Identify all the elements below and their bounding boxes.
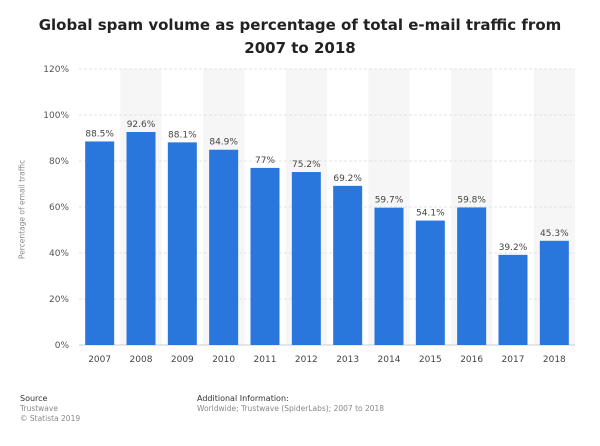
copyright[interactable]: © Statista 2019 [20,414,81,423]
y-tick-label: 100% [43,111,69,121]
chart-title: Global spam volume as percentage of tota… [38,16,562,57]
data-label: 69.2% [333,174,362,184]
bar-2015[interactable] [415,220,445,345]
bar-2009[interactable] [167,142,197,345]
x-tick-label: 2007 [88,355,111,365]
gridlines [79,68,575,346]
y-axis-ticks: 0% 20% 40% 60% 80% 100% 120% [43,65,69,351]
bar-2008[interactable] [126,132,156,345]
bar-2017[interactable] [498,254,528,345]
data-label: 92.6% [127,120,156,130]
data-label: 59.7% [375,196,404,206]
bar-2011[interactable] [250,167,280,345]
data-label: 77% [255,156,275,166]
data-label: 88.1% [168,130,197,140]
data-label: 39.2% [499,243,528,253]
x-tick-label: 2016 [460,355,483,365]
bar-2016[interactable] [457,207,487,345]
x-tick-label: 2014 [378,355,401,365]
x-tick-label: 2010 [212,355,235,365]
x-tick-label: 2017 [502,355,525,365]
bar-2012[interactable] [291,172,321,345]
bar-2007[interactable] [85,141,115,345]
x-tick-label: 2013 [336,355,359,365]
data-label: 88.5% [85,129,114,139]
bar-2010[interactable] [209,149,239,345]
bars [85,132,569,345]
data-label: 59.8% [457,195,486,205]
info-text: Worldwide; Trustwave (SpiderLabs); 2007 … [197,404,385,413]
y-tick-label: 0% [55,341,70,351]
x-tick-label: 2018 [543,355,566,365]
footer-source: Source Trustwave © Statista 2019 [20,394,80,424]
x-tick-label: 2009 [171,355,194,365]
bar-2018[interactable] [539,240,569,345]
data-label: 54.1% [416,209,445,219]
data-label: 84.9% [209,138,238,148]
bar-2013[interactable] [333,185,363,345]
x-tick-label: 2011 [254,355,277,365]
data-labels: 88.5% 92.6% 88.1% 84.9% 77% 75.2% 69.2% 59.7% 54… [85,120,569,253]
y-tick-label: 40% [49,249,69,259]
x-axis-ticks: 2007 2008 2009 2010 2011 2012 2013 2014 2015 2016… [88,355,566,365]
y-tick-label: 20% [49,295,69,305]
source-name[interactable]: Trustwave [20,404,58,413]
x-tick-label: 2008 [130,355,153,365]
info-heading: Additional Information: [197,394,289,403]
footer-additional-info: Additional Information: Worldwide; Trust… [197,394,384,414]
y-tick-label: 60% [49,203,69,213]
data-label: 45.3% [540,229,569,239]
y-tick-label: 80% [49,157,69,167]
source-heading: Source [20,394,48,403]
data-label: 75.2% [292,160,321,170]
x-tick-label: 2012 [295,355,318,365]
x-tick-label: 2015 [419,355,442,365]
bar-2014[interactable] [374,207,404,345]
y-tick-label: 120% [43,65,69,75]
